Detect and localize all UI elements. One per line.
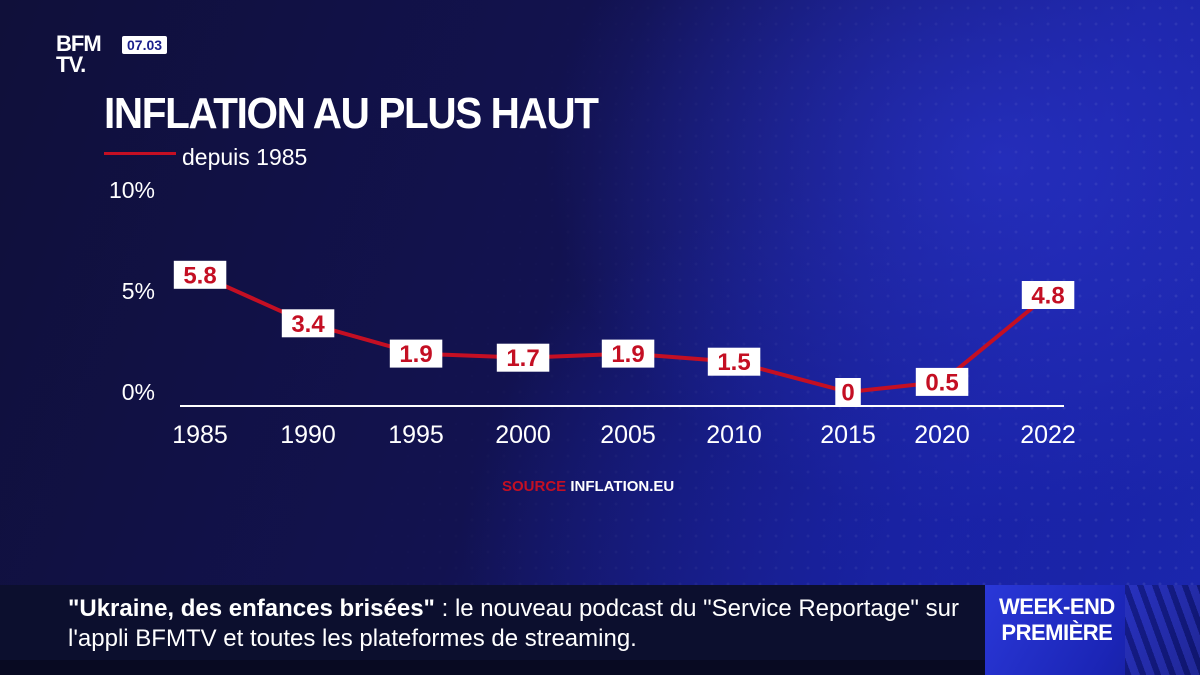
data-label: 0.5 — [915, 367, 969, 396]
y-tick-label: 10% — [109, 177, 155, 203]
bottom-strip — [0, 660, 985, 675]
data-label: 1.9 — [601, 339, 655, 368]
news-ticker-text: "Ukraine, des enfances brisées" : le nou… — [68, 594, 968, 654]
x-tick-label: 2015 — [820, 421, 876, 449]
data-label-box — [281, 309, 335, 338]
data-label-text: 5.8 — [183, 262, 216, 289]
data-label-text: 1.5 — [717, 349, 750, 376]
data-label-box — [173, 260, 227, 289]
data-label: 4.8 — [1021, 281, 1075, 310]
legend-line-swatch — [104, 152, 176, 155]
data-label-text: 1.7 — [506, 345, 539, 372]
data-label-box — [707, 347, 761, 376]
x-tick-label: 1990 — [280, 421, 336, 449]
data-label-box — [1021, 281, 1075, 309]
data-label-box — [601, 339, 655, 368]
program-badge: WEEK-END PREMIÈRE — [985, 585, 1200, 675]
data-labels: 5.8 3.4 1.9 1.7 1.9 1.5 0 0.5 4.8 — [173, 260, 1075, 407]
data-label-text: 1.9 — [399, 341, 432, 368]
source-label: SOURCE — [502, 478, 567, 495]
data-label: 1.5 — [707, 347, 761, 376]
y-tick-label: 5% — [122, 278, 155, 304]
data-label-text: 1.9 — [611, 341, 644, 368]
x-axis-ticks: 1985 1990 1995 2000 2005 2010 2015 2020 2022 — [172, 421, 1076, 449]
source-credit: SOURCE INFLATION.EU — [502, 478, 674, 495]
y-axis-ticks: 10% 5% 0% — [109, 177, 155, 405]
x-tick-label: 1985 — [172, 421, 228, 449]
chart-subtitle: depuis 1985 — [182, 144, 308, 170]
data-label: 0 — [835, 378, 861, 407]
ticker-message: : le nouveau podcast du "Service Reporta… — [68, 595, 959, 652]
y-tick-label: 0% — [122, 379, 155, 405]
x-tick-label: 2010 — [706, 421, 762, 449]
channel-logo: BFM TV. — [56, 31, 102, 77]
ticker-quote: "Ukraine, des enfances brisées" — [68, 595, 435, 622]
x-tick-label: 2020 — [914, 421, 970, 449]
x-tick-label: 2005 — [600, 421, 656, 449]
program-name-line-1: WEEK-END — [999, 594, 1115, 619]
data-label-text: 4.8 — [1031, 283, 1064, 310]
data-label-text: 0 — [841, 380, 854, 407]
logo-line-1: BFM — [56, 31, 102, 56]
badge-decoration — [1125, 585, 1200, 675]
data-label-box — [915, 367, 969, 396]
x-tick-label: 2022 — [1020, 421, 1076, 449]
data-label: 5.8 — [173, 260, 227, 289]
data-label: 1.7 — [496, 343, 550, 372]
data-label-box — [835, 378, 861, 406]
data-label-text: 0.5 — [925, 369, 958, 396]
chart-title: INFLATION AU PLUS HAUT — [104, 89, 599, 138]
clock-badge: 07.03 — [122, 36, 168, 54]
data-label-box — [496, 343, 550, 372]
data-label: 3.4 — [281, 309, 335, 338]
data-label: 1.9 — [389, 339, 443, 368]
logo-line-2: TV. — [56, 52, 86, 77]
program-name: WEEK-END PREMIÈRE — [999, 594, 1115, 646]
x-tick-label: 2000 — [495, 421, 551, 449]
x-tick-label: 1995 — [388, 421, 444, 449]
data-label-box — [389, 339, 443, 368]
program-name-line-2: PREMIÈRE — [1001, 620, 1113, 645]
news-ticker-bar — [0, 585, 985, 660]
data-label-text: 3.4 — [291, 311, 325, 338]
source-value: INFLATION.EU — [570, 478, 675, 495]
